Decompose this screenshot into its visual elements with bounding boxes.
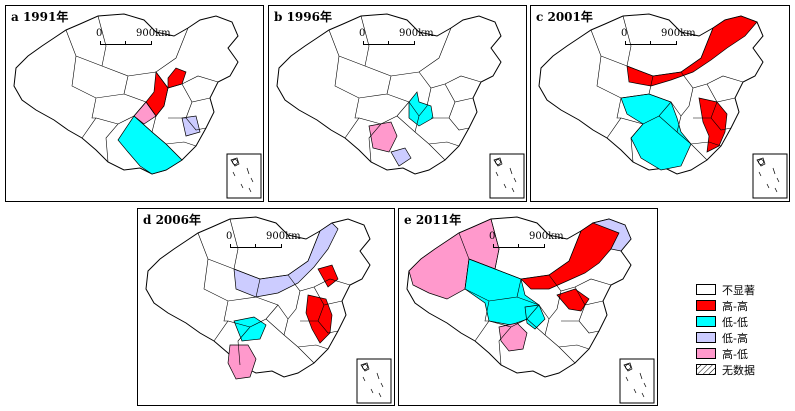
region-high-low	[227, 344, 257, 380]
legend-swatch	[696, 284, 716, 295]
panel-title: e 2011年	[404, 213, 462, 227]
legend-item-no-data: 无数据	[696, 362, 792, 378]
map-panel-2006: d 2006年 0 900km	[137, 208, 395, 406]
legend-swatch	[696, 348, 716, 359]
panel-title: b 1996年	[274, 10, 332, 24]
legend-swatch	[696, 316, 716, 327]
legend-item-low-high: 低-高	[696, 330, 792, 346]
map-panel-2011: e 2011年 0 900km	[398, 208, 658, 406]
region-high-high	[698, 97, 728, 153]
legend-swatch	[696, 300, 716, 311]
map-panel-2001: c 2001年 0 900km	[530, 5, 790, 202]
region-low-low	[408, 91, 434, 127]
panel-title: d 2006年	[143, 213, 201, 227]
legend-item-not-significant: 不显著	[696, 282, 792, 298]
region-low-high	[591, 218, 632, 252]
region-low-low	[524, 304, 546, 330]
china-map-1996	[276, 13, 525, 199]
legend-swatch	[696, 332, 716, 343]
china-map-1991	[13, 13, 262, 199]
china-map-2006	[145, 216, 392, 404]
region-high-high	[317, 264, 339, 288]
china-map-2001	[538, 13, 788, 199]
panel-title: a 1991年	[11, 10, 69, 24]
legend-item-low-low: 低-低	[696, 314, 792, 330]
map-panel-1991: a 1991年 0 900km	[5, 5, 264, 202]
legend-item-high-low: 高-低	[696, 346, 792, 362]
legend-item-high-high: 高-高	[696, 298, 792, 314]
panel-title: c 2001年	[536, 10, 593, 24]
legend-swatch-hatched	[696, 364, 716, 375]
china-map-2011	[406, 216, 655, 404]
region-high-low	[498, 322, 528, 352]
map-panel-1996: b 1996年 0 900km	[268, 5, 527, 202]
region-low-high	[390, 147, 412, 167]
map-legend: 不显著 高-高 低-低 低-高 高-低 无数据	[696, 282, 792, 378]
region-low-high	[181, 115, 201, 137]
